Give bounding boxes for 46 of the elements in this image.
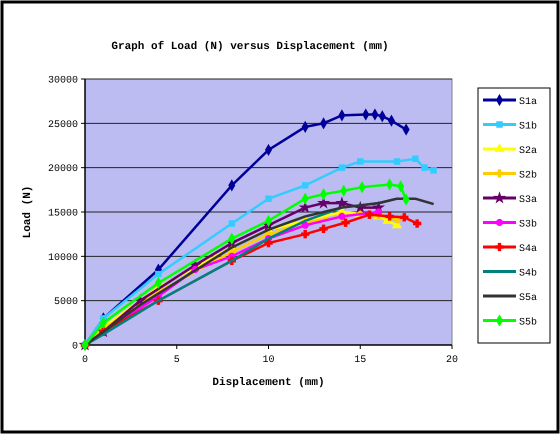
point — [302, 182, 308, 189]
point — [341, 218, 350, 227]
legend-label: S1a — [519, 97, 538, 108]
point — [365, 210, 374, 219]
point — [385, 212, 394, 221]
legend-label: S3a — [519, 195, 538, 206]
point — [338, 164, 346, 171]
legend-label: S2b — [519, 170, 538, 182]
legend-label: S1b — [519, 120, 538, 132]
legend-label: S5b — [519, 316, 538, 328]
y-axis-title: Load (N) — [22, 186, 34, 238]
y-tick-label: 10000 — [48, 252, 78, 264]
y-tick-label: 5000 — [54, 297, 78, 308]
y-tick-label: 20000 — [48, 164, 78, 176]
legend-label: S2a — [519, 146, 538, 157]
point — [301, 230, 310, 238]
point — [319, 224, 328, 234]
point — [300, 202, 311, 212]
x-tick-label: 10 — [262, 355, 275, 366]
chart-title: Graph of Load (N) versus Displacement (mm) — [111, 40, 389, 53]
x-axis-title: Displacement (mm) — [212, 377, 325, 389]
legend-label: S3b — [519, 218, 538, 230]
y-tick-label: 0 — [72, 342, 78, 352]
point — [400, 213, 408, 222]
point — [357, 158, 364, 165]
y-tick-label: 30000 — [48, 76, 78, 86]
point — [302, 222, 309, 229]
point — [412, 156, 419, 162]
legend-label: S5a — [519, 293, 538, 304]
point — [155, 270, 162, 278]
point — [318, 197, 329, 208]
y-tick-label: 15000 — [48, 208, 78, 220]
y-tick-label: 25000 — [48, 120, 78, 131]
point — [265, 195, 272, 202]
x-tick-label: 0 — [82, 355, 88, 366]
x-tick-label: 5 — [174, 355, 180, 366]
point — [228, 220, 236, 227]
legend-label: S4b — [519, 268, 538, 280]
point — [421, 164, 428, 171]
point — [430, 167, 437, 174]
point — [336, 197, 348, 208]
point — [394, 158, 400, 165]
legend-label: S4a — [519, 244, 538, 255]
x-tick-label: 20 — [446, 355, 458, 366]
point — [412, 219, 422, 228]
x-tick-label: 15 — [354, 355, 366, 366]
